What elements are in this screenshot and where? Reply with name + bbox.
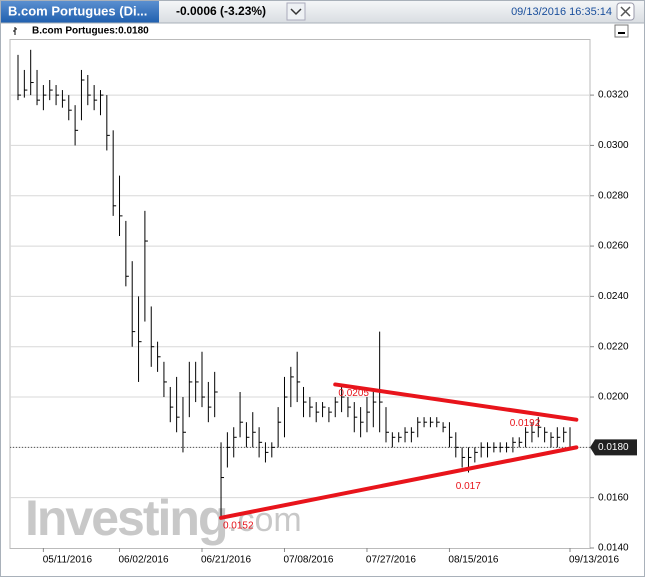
last-price-label: 0.0180	[598, 442, 629, 453]
x-tick-label: 08/15/2016	[448, 555, 498, 566]
header-bar	[1, 1, 644, 23]
y-tick-label: 0.0300	[598, 140, 629, 151]
watermark: Investing	[25, 490, 226, 546]
trend-line	[333, 382, 579, 422]
last-price-badge	[590, 439, 637, 456]
annotation: 0.0152	[223, 520, 254, 531]
minimize-button[interactable]	[614, 24, 629, 38]
title: B.com Portugues (Di...	[8, 3, 147, 18]
y-tick-label: 0.0280	[598, 190, 629, 201]
y-tick-label: 0.0220	[598, 341, 629, 352]
close-icon	[620, 6, 631, 17]
y-tick-label: 0.0240	[598, 291, 629, 302]
trend-line	[219, 445, 579, 520]
x-tick-label: 09/13/2016	[569, 555, 619, 566]
x-tick-label: 06/02/2016	[118, 555, 168, 566]
y-tick-label: 0.0200	[598, 392, 629, 403]
annotation: 0.0205	[338, 388, 369, 399]
x-tick-label: 05/11/2016	[43, 555, 93, 566]
y-tick-label: 0.0260	[598, 241, 629, 252]
legend: B.com Portugues:0.0180	[32, 26, 149, 37]
y-tick-label: 0.0160	[598, 492, 629, 503]
change: -0.0006 (-3.23%)	[176, 4, 266, 18]
x-tick-label: 07/27/2016	[366, 555, 416, 566]
y-tick-label: 0.0140	[598, 543, 629, 554]
annotation: 0.017	[456, 481, 481, 492]
annotation: 0.0192	[510, 418, 541, 429]
dropdown-icon	[290, 8, 302, 16]
timestamp: 09/13/2016 16:35:14	[511, 6, 612, 18]
x-tick-label: 07/08/2016	[283, 555, 333, 566]
dropdown-button[interactable]	[286, 2, 306, 21]
legend-icon	[13, 27, 17, 35]
plot-border	[9, 39, 591, 549]
y-tick-label: 0.0320	[598, 90, 629, 101]
x-tick-label: 06/21/2016	[201, 555, 251, 566]
title-tab	[1, 1, 159, 23]
